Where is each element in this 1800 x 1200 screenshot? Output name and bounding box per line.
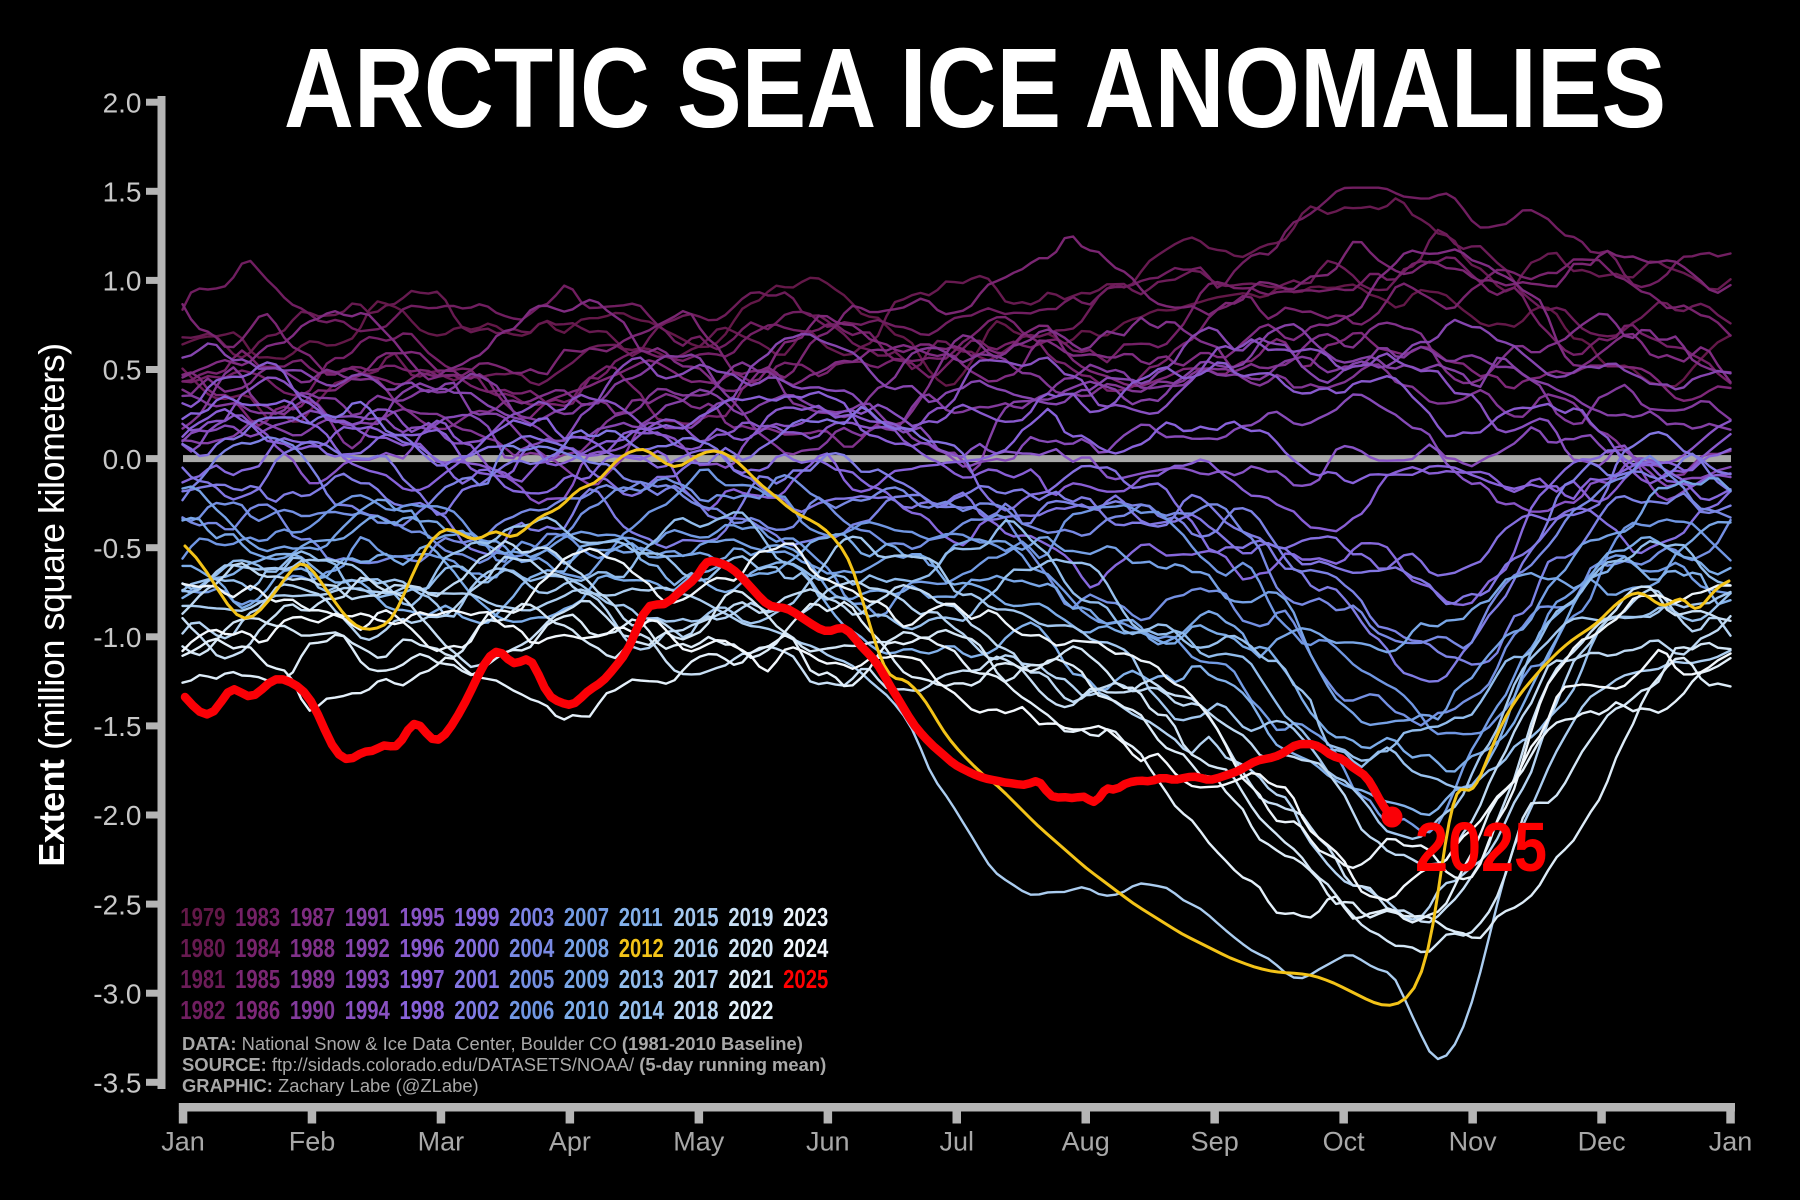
svg-text:Sep: Sep — [1191, 1127, 1239, 1157]
svg-text:-1.0: -1.0 — [93, 622, 141, 653]
svg-text:0.0: 0.0 — [103, 444, 142, 475]
svg-text:DATA: National Snow & Ice Data: DATA: National Snow & Ice Data Center, B… — [182, 1033, 803, 1054]
svg-text:GRAPHIC: Zachary Labe (@ZLabe): GRAPHIC: Zachary Labe (@ZLabe) — [182, 1075, 479, 1096]
svg-text:-2.5: -2.5 — [93, 889, 141, 920]
svg-text:Oct: Oct — [1323, 1127, 1366, 1157]
svg-text:Dec: Dec — [1578, 1127, 1626, 1157]
svg-text:2.0: 2.0 — [103, 87, 142, 118]
svg-text:Extent (million square kilomet: Extent (million square kilometers) — [31, 343, 72, 866]
svg-text:Feb: Feb — [289, 1127, 336, 1157]
svg-text:-1.5: -1.5 — [93, 711, 141, 742]
svg-text:Apr: Apr — [549, 1127, 591, 1157]
svg-text:Jan: Jan — [1709, 1127, 1753, 1157]
svg-text:SOURCE: ftp://sidads.colorado.: SOURCE: ftp://sidads.colorado.edu/DATASE… — [182, 1054, 826, 1075]
svg-text:-3.0: -3.0 — [93, 978, 141, 1009]
svg-text:Nov: Nov — [1449, 1127, 1498, 1157]
svg-text:ARCTIC SEA ICE ANOMALIES: ARCTIC SEA ICE ANOMALIES — [284, 26, 1666, 152]
svg-text:-2.0: -2.0 — [93, 800, 141, 831]
svg-text:-3.5: -3.5 — [93, 1068, 141, 1099]
svg-text:Jun: Jun — [806, 1127, 850, 1157]
svg-text:May: May — [673, 1127, 725, 1157]
svg-text:1.5: 1.5 — [103, 177, 142, 208]
svg-text:Jul: Jul — [940, 1127, 975, 1157]
svg-text:0.5: 0.5 — [103, 355, 142, 386]
svg-text:Mar: Mar — [418, 1127, 465, 1157]
svg-text:2025: 2025 — [1415, 807, 1547, 886]
svg-text:-0.5: -0.5 — [93, 533, 141, 564]
svg-text:1.0: 1.0 — [103, 266, 142, 297]
svg-text:Jan: Jan — [161, 1127, 205, 1157]
svg-text:Aug: Aug — [1062, 1127, 1110, 1157]
